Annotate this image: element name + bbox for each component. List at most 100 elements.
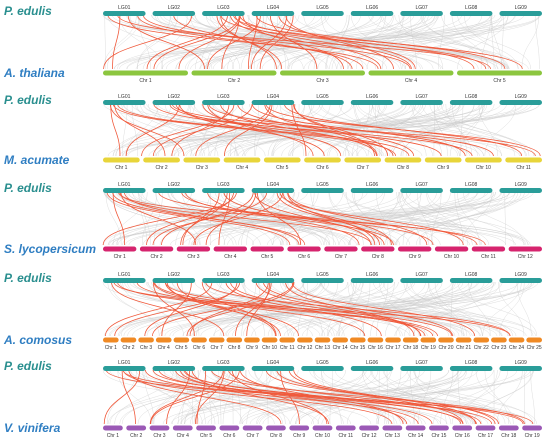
background-link: [135, 369, 372, 425]
background-link: [351, 103, 380, 157]
highlighted-link: [111, 281, 225, 337]
background-link: [113, 191, 148, 246]
highlighted-link: [152, 281, 195, 337]
top-chromosome-label: LG05: [316, 182, 328, 188]
top-chromosome-label: LG08: [465, 360, 477, 366]
highlighted-link: [265, 103, 541, 157]
top-chromosome-bar: [350, 366, 394, 371]
background-link: [110, 281, 383, 337]
bottom-chromosome-bar: [526, 337, 542, 343]
highlighted-link: [191, 369, 329, 425]
highlighted-link: [117, 281, 434, 337]
background-link: [174, 369, 315, 425]
highlighted-links: [103, 14, 523, 70]
highlighted-link: [180, 191, 228, 246]
background-link: [182, 281, 461, 337]
background-link: [181, 369, 367, 425]
highlighted-link: [127, 14, 205, 70]
bottom-chromosome-label: Chr 1: [105, 345, 117, 351]
highlighted-link: [287, 191, 428, 246]
highlighted-link: [207, 191, 360, 246]
bottom-chromosome-label: Chr 6: [193, 345, 205, 351]
highlighted-link: [152, 369, 493, 425]
bottom-chromosome-label: Chr 4: [158, 345, 170, 351]
highlighted-link: [185, 191, 394, 246]
bottom-chromosome-label: Chr 1: [107, 433, 119, 439]
background-link: [426, 191, 519, 246]
bottom-chromosome-label: Chr 7: [247, 433, 259, 439]
background-link: [535, 14, 540, 70]
top-chromosome-label: LG01: [118, 5, 130, 11]
highlighted-link: [153, 14, 240, 70]
background-link: [213, 281, 539, 337]
background-link: [498, 281, 525, 337]
highlighted-link: [145, 369, 419, 425]
highlighted-link: [173, 14, 353, 70]
bottom-chromosome-label: Chr 14: [408, 433, 423, 439]
highlighted-link: [255, 281, 421, 337]
highlighted-link: [123, 191, 300, 246]
highlighted-link: [205, 191, 257, 246]
highlighted-link: [150, 369, 240, 425]
bottom-chromosome-bar: [359, 425, 379, 431]
highlighted-link: [228, 369, 477, 425]
top-chromosome-label: LG03: [217, 182, 229, 188]
background-link: [421, 103, 502, 157]
highlighted-link: [114, 103, 166, 157]
top-chromosome-bar: [449, 278, 493, 283]
background-link: [338, 281, 354, 337]
background-link: [132, 281, 395, 337]
bottom-chromosome-label: Chr 21: [456, 345, 471, 351]
background-link: [463, 191, 524, 246]
top-chromosome-label: LG09: [515, 360, 527, 366]
background-link: [384, 369, 452, 425]
top-chromosome-bar: [499, 11, 542, 16]
background-link: [253, 14, 264, 70]
background-link: [294, 14, 479, 70]
background-link: [249, 14, 267, 70]
background-link: [410, 281, 483, 337]
highlighted-link: [288, 369, 464, 425]
background-link: [136, 14, 171, 70]
background-link: [241, 191, 266, 246]
synteny-panel-1: P. edulis A. thaliana LG01 LG02 LG03 LG04 LG05…: [3, 4, 542, 84]
background-link: [473, 369, 533, 425]
highlighted-link: [182, 191, 220, 246]
synteny-panel-5: P. edulis V. vinifera LG01 LG02 LG03 LG04 LG05…: [4, 359, 542, 439]
top-chromosome-bar: [202, 366, 245, 371]
background-link: [141, 369, 203, 425]
highlighted-link: [207, 103, 314, 157]
background-link: [241, 281, 257, 337]
highlighted-link: [153, 103, 473, 157]
background-link: [342, 103, 421, 157]
bottom-chromosome-label: Chr 13: [315, 345, 330, 351]
top-chromosome-bar: [449, 188, 493, 193]
synteny-panel-2: P. edulis M. acumate LG01 LG02 LG03 LG04 LG05 L…: [4, 93, 542, 171]
background-link: [396, 191, 430, 246]
highlighted-link: [237, 103, 415, 157]
bottom-chromosome-label: Chr 5: [200, 433, 212, 439]
highlighted-link: [254, 191, 372, 246]
bottom-chromosome-bar: [429, 425, 449, 431]
highlighted-link: [171, 103, 536, 157]
top-chromosome-bar: [449, 11, 493, 16]
highlighted-link: [278, 14, 416, 70]
background-link: [184, 369, 231, 425]
background-link: [348, 191, 493, 246]
background-link: [356, 103, 371, 157]
top-chromosome-label: LG04: [267, 94, 279, 100]
top-species-label: P. edulis: [4, 93, 52, 107]
bottom-chromosome-label: Chr 3: [187, 254, 199, 260]
top-chromosome-bar: [350, 188, 394, 193]
background-link: [212, 103, 480, 157]
top-chromosome-label: LG03: [217, 5, 229, 11]
bottom-chromosome-label: Chr 6: [298, 254, 310, 260]
bottom-chromosome-bar: [191, 337, 207, 343]
background-link: [348, 14, 493, 70]
background-link: [292, 103, 300, 157]
bottom-chromosome-bar: [304, 157, 341, 163]
highlighted-link: [251, 14, 287, 70]
background-link: [194, 14, 368, 70]
